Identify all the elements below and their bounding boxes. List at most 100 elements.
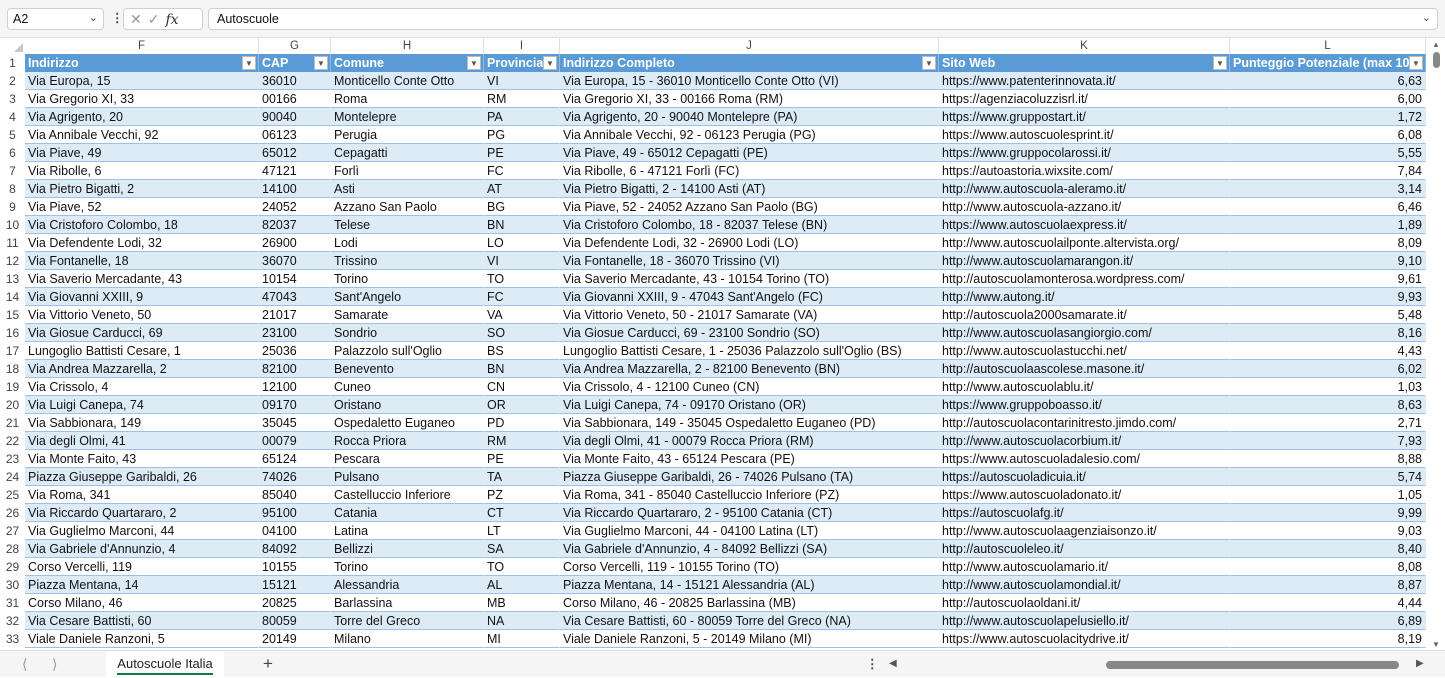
table-cell[interactable]: BG [484, 198, 560, 216]
row-number[interactable]: 21 [0, 414, 25, 432]
table-cell[interactable]: Via Ribolle, 6 [25, 162, 259, 180]
scroll-thumb[interactable] [1433, 52, 1440, 68]
table-cell[interactable]: 1,03 [1230, 378, 1426, 396]
table-cell[interactable]: http://www.autoscuolamarangon.it/ [939, 252, 1230, 270]
chevron-down-icon[interactable]: ⌄ [88, 12, 98, 24]
table-cell[interactable]: http://autoscuolaoldani.it/ [939, 594, 1230, 612]
table-cell[interactable]: http://www.autoscuolailponte.altervista.… [939, 234, 1230, 252]
table-cell[interactable]: http://autoscuola2000samarate.it/ [939, 306, 1230, 324]
row-number[interactable]: 32 [0, 612, 25, 630]
table-cell[interactable]: 84092 [259, 540, 331, 558]
table-cell[interactable]: Piazza Mentana, 14 - 15121 Alessandria (… [560, 576, 939, 594]
table-cell[interactable]: http://www.autong.it/ [939, 288, 1230, 306]
table-cell[interactable]: Via Piave, 49 [25, 144, 259, 162]
filter-dropdown-icon[interactable]: ▼ [1409, 56, 1423, 70]
table-cell[interactable]: Torino [331, 558, 484, 576]
table-cell[interactable]: https://autoastoria.wixsite.com/ [939, 162, 1230, 180]
row-number[interactable]: 12 [0, 252, 25, 270]
table-cell[interactable]: 23100 [259, 324, 331, 342]
enter-icon[interactable]: ✓ [147, 11, 166, 27]
table-cell[interactable]: Via Giosue Carducci, 69 - 23100 Sondrio … [560, 324, 939, 342]
table-cell[interactable]: https://agenziacoluzzisrl.it/ [939, 90, 1230, 108]
table-cell[interactable]: Via Vittorio Veneto, 50 - 21017 Samarate… [560, 306, 939, 324]
row-number[interactable]: 16 [0, 324, 25, 342]
table-cell[interactable]: Lungoglio Battisti Cesare, 1 [25, 342, 259, 360]
table-cell[interactable]: https://www.autoscuoladonato.it/ [939, 486, 1230, 504]
table-cell[interactable]: Sondrio [331, 324, 484, 342]
table-cell[interactable]: 7,84 [1230, 162, 1426, 180]
table-cell[interactable]: https://autoscuolafg.it/ [939, 504, 1230, 522]
table-cell[interactable]: 8,09 [1230, 234, 1426, 252]
table-cell[interactable]: Roma [331, 90, 484, 108]
table-cell[interactable]: Viale Daniele Ranzoni, 5 [25, 630, 259, 648]
more-options-icon[interactable]: ⋮ [111, 11, 124, 25]
table-cell[interactable]: 5,48 [1230, 306, 1426, 324]
table-cell[interactable]: 10155 [259, 558, 331, 576]
column-header-cell[interactable]: Indirizzo ▼ [25, 54, 259, 72]
table-cell[interactable]: Via Europa, 15 [25, 72, 259, 90]
row-number[interactable]: 28 [0, 540, 25, 558]
select-all-corner[interactable] [0, 38, 25, 54]
table-cell[interactable]: https://www.gruppocolarossi.it/ [939, 144, 1230, 162]
scroll-left-icon[interactable]: ◀ [889, 658, 897, 669]
table-cell[interactable]: 8,16 [1230, 324, 1426, 342]
sheet-tab[interactable]: Autoscuole Italia [106, 651, 224, 678]
table-cell[interactable]: Alessandria [331, 576, 484, 594]
table-cell[interactable]: https://www.autoscuoladalesio.com/ [939, 450, 1230, 468]
table-cell[interactable]: CT [484, 504, 560, 522]
row-number[interactable]: 29 [0, 558, 25, 576]
formula-input[interactable]: Autoscuole ⌄ [208, 8, 1438, 30]
table-cell[interactable]: PG [484, 126, 560, 144]
table-cell[interactable]: 3,14 [1230, 180, 1426, 198]
row-number[interactable]: 6 [0, 144, 25, 162]
table-cell[interactable]: RM [484, 90, 560, 108]
table-cell[interactable]: 7,93 [1230, 432, 1426, 450]
prev-sheet-icon[interactable]: ⟨ [22, 656, 28, 672]
table-cell[interactable]: 65124 [259, 450, 331, 468]
row-number[interactable]: 8 [0, 180, 25, 198]
table-cell[interactable]: https://www.autoscuolaexpress.it/ [939, 216, 1230, 234]
table-cell[interactable]: 4,43 [1230, 342, 1426, 360]
table-cell[interactable]: Via Piave, 49 - 65012 Cepagatti (PE) [560, 144, 939, 162]
table-cell[interactable]: Pescara [331, 450, 484, 468]
table-cell[interactable]: Via Giovanni XXIII, 9 - 47043 Sant'Angel… [560, 288, 939, 306]
table-cell[interactable]: Via Guglielmo Marconi, 44 [25, 522, 259, 540]
table-cell[interactable]: Via Roma, 341 [25, 486, 259, 504]
table-cell[interactable]: http://www.autoscuolacorbium.it/ [939, 432, 1230, 450]
table-cell[interactable]: Via Annibale Vecchi, 92 - 06123 Perugia … [560, 126, 939, 144]
table-cell[interactable]: 47043 [259, 288, 331, 306]
table-cell[interactable]: 24052 [259, 198, 331, 216]
table-cell[interactable]: 8,63 [1230, 396, 1426, 414]
row-number[interactable]: 22 [0, 432, 25, 450]
table-cell[interactable]: Milano [331, 630, 484, 648]
table-cell[interactable]: CN [484, 378, 560, 396]
table-cell[interactable]: Via degli Olmi, 41 [25, 432, 259, 450]
table-cell[interactable]: 6,08 [1230, 126, 1426, 144]
table-cell[interactable]: Via Sabbionara, 149 [25, 414, 259, 432]
table-cell[interactable]: Piazza Giuseppe Garibaldi, 26 - 74026 Pu… [560, 468, 939, 486]
table-cell[interactable]: Via Agrigento, 20 - 90040 Montelepre (PA… [560, 108, 939, 126]
table-cell[interactable]: http://www.autoscuolaagenziaisonzo.it/ [939, 522, 1230, 540]
table-cell[interactable]: http://www.autoscuolablu.it/ [939, 378, 1230, 396]
table-cell[interactable]: 21017 [259, 306, 331, 324]
scroll-up-icon[interactable]: ▲ [1432, 40, 1440, 49]
table-cell[interactable]: Via Cristoforo Colombo, 18 - 82037 Teles… [560, 216, 939, 234]
table-cell[interactable]: 47121 [259, 162, 331, 180]
table-cell[interactable]: Forlì [331, 162, 484, 180]
table-cell[interactable]: Via Annibale Vecchi, 92 [25, 126, 259, 144]
column-header-cell[interactable]: Comune ▼ [331, 54, 484, 72]
row-number[interactable]: 2 [0, 72, 25, 90]
table-cell[interactable]: http://www.autoscuolastucchi.net/ [939, 342, 1230, 360]
column-header-f[interactable]: F [25, 38, 259, 54]
table-cell[interactable]: Lodi [331, 234, 484, 252]
table-cell[interactable]: 90040 [259, 108, 331, 126]
column-header-h[interactable]: H [331, 38, 484, 54]
table-cell[interactable]: LT [484, 522, 560, 540]
row-number[interactable]: 19 [0, 378, 25, 396]
table-cell[interactable]: VA [484, 306, 560, 324]
scroll-thumb[interactable] [1106, 661, 1399, 669]
row-number[interactable]: 9 [0, 198, 25, 216]
table-cell[interactable]: https://www.patenterinnovata.it/ [939, 72, 1230, 90]
table-cell[interactable]: 1,72 [1230, 108, 1426, 126]
table-cell[interactable]: Castelluccio Inferiore [331, 486, 484, 504]
